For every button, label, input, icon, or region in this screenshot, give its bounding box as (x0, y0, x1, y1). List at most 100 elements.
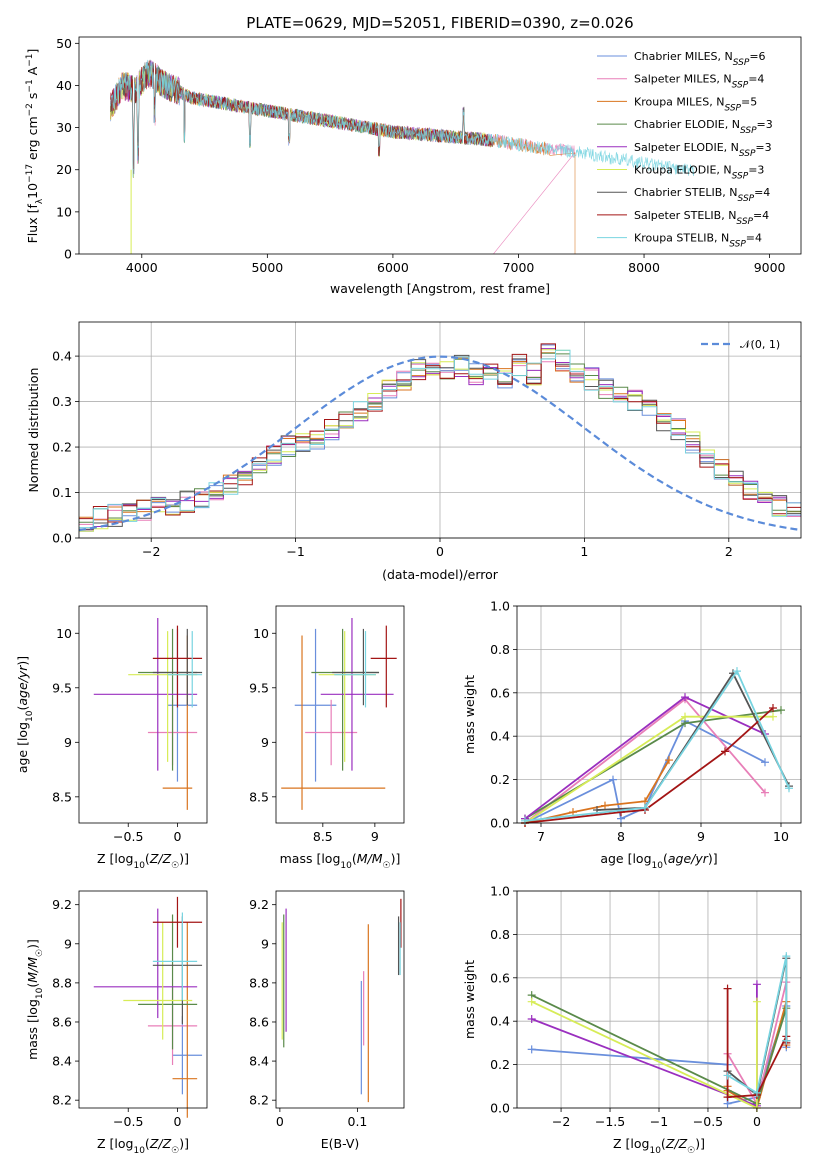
y-tick-label: 8.5 (249, 789, 269, 804)
x-tick-label: 8000 (628, 260, 660, 275)
series-marker (752, 1088, 761, 1097)
series-marker (752, 997, 761, 1006)
series-marker (782, 952, 791, 961)
x-axis-label: mass [log10(M/M☉)] (280, 851, 401, 871)
x-tick-label: 1 (580, 544, 588, 559)
series-marker (785, 784, 793, 793)
x-tick-label: 0 (436, 544, 444, 559)
x-tick-label: −2 (552, 1114, 570, 1129)
y-tick-label: 9 (261, 936, 269, 951)
y-tick-label: 8.4 (52, 1054, 72, 1069)
axes-frame (275, 605, 405, 824)
legend-entry: Kroupa STELIB, NSSP=4 (634, 232, 762, 250)
x-tick-label: 8 (617, 829, 625, 844)
x-axis-label: Z [log10(Z/Z☉)] (613, 1136, 705, 1156)
x-tick-label: −1 (650, 1114, 668, 1129)
legend-entry: Salpeter ELODIE, NSSP=3 (634, 141, 772, 159)
series-marker (769, 712, 777, 721)
x-tick-label: −1.5 (595, 1114, 625, 1129)
y-tick-label: 0.4 (52, 349, 72, 364)
series-marker (527, 1045, 536, 1054)
y-tick-label: 9 (64, 936, 72, 951)
series-marker (521, 816, 529, 825)
y-tick-label: 0.6 (490, 685, 510, 700)
plot-area-age-vs-Z (93, 617, 203, 810)
y-tick-label: 9.2 (52, 897, 72, 912)
legend-entry: Chabrier STELIB, NSSP=4 (634, 186, 770, 204)
series-marker (723, 1071, 732, 1080)
plot-area-mass-vs-Z (93, 896, 203, 1118)
x-tick-label: −2 (142, 544, 160, 559)
series-marker (681, 693, 689, 702)
y-tick-label: 8.6 (52, 1014, 72, 1029)
y-tick-label: 0.2 (490, 772, 510, 787)
series-marker (609, 775, 617, 784)
panel-mass-vs-ebv: 0 0.1 8.2 8.4 8.6 8.8 9 9.2 (249, 890, 405, 1129)
series-line (524, 709, 782, 820)
y-tick-label: 0.4 (490, 729, 510, 744)
figure-title: PLATE=0629, MJD=52051, FIBERID=0390, z=0… (246, 14, 633, 32)
panel-mass-weight-vs-Z: −2 −1.5 −1 −0.5 0 0.0 0.2 0.4 0.6 0.8 1.0 (490, 884, 802, 1129)
x-tick-label: 0 (276, 1114, 284, 1129)
plot-area-spectrum (110, 59, 695, 254)
x-axis-label: wavelength [Angstrom, rest frame] (330, 281, 550, 296)
y-tick-label: 9.5 (249, 680, 269, 695)
series-marker (723, 984, 732, 993)
y-tick-label: 1.0 (490, 884, 510, 899)
y-tick-label: 0.8 (490, 927, 510, 942)
series-line (524, 669, 790, 822)
x-tick-label: 9 (371, 829, 379, 844)
series-marker (761, 788, 769, 797)
axes-frame (78, 36, 802, 255)
x-tick-label: 10 (773, 829, 789, 844)
series-marker (769, 703, 777, 712)
y-tick-label: 0.0 (490, 816, 510, 831)
legend-entry: 𝒩(0, 1) (740, 338, 780, 351)
y-tick-label: 8.2 (52, 1093, 72, 1108)
y-tick-label: 0.0 (52, 531, 72, 546)
legend-entry: Salpeter STELIB, NSSP=4 (634, 209, 769, 227)
x-tick-label: 4000 (126, 260, 158, 275)
y-tick-label: 0.6 (490, 970, 510, 985)
y-tick-label: 30 (56, 120, 72, 135)
series-marker (527, 1015, 536, 1024)
y-tick-label: 20 (56, 162, 72, 177)
x-tick-label: 5000 (251, 260, 283, 275)
y-tick-label: 9.2 (249, 897, 269, 912)
y-tick-label: 10 (56, 626, 72, 641)
panel-age-vs-mass: 8.5 9 8.5 9 9.5 10 (249, 605, 405, 844)
y-tick-label: 10 (253, 626, 269, 641)
legend: Chabrier MILES, NSSP=6 Salpeter MILES, NS… (597, 50, 773, 250)
x-axis-label: (data-model)/error (382, 567, 499, 582)
y-axis-label: Normed distribution (26, 368, 41, 493)
plot-area-age-vs-mass (281, 617, 397, 810)
plot-area-mass-weight-vs-Z (527, 952, 791, 1112)
y-tick-label: 9 (261, 735, 269, 750)
y-axis-label: mass [log10(M/M☉)] (25, 939, 45, 1060)
y-tick-label: 8.4 (249, 1054, 269, 1069)
plot-area-residuals (79, 343, 801, 532)
x-tick-label: 9000 (754, 260, 786, 275)
x-tick-label: −0.5 (113, 1114, 143, 1129)
x-tick-label: −0.5 (113, 829, 143, 844)
y-axis-label: mass weight (462, 960, 477, 1039)
series-marker (723, 1093, 732, 1102)
x-tick-label: 7000 (503, 260, 535, 275)
histogram-step (79, 349, 801, 529)
y-tick-label: 0.2 (490, 1057, 510, 1072)
normal-curve (79, 355, 801, 532)
axes-frame (275, 890, 405, 1109)
x-tick-label: 0 (173, 829, 181, 844)
axes-frame (78, 890, 208, 1109)
x-tick-label: −0.5 (693, 1114, 723, 1129)
legend-entry: Kroupa ELODIE, NSSP=3 (634, 164, 764, 182)
x-axis-label: Z [log10(Z/Z☉)] (97, 1136, 189, 1156)
legend-entry: Salpeter MILES, NSSP=4 (634, 73, 764, 91)
series-line (531, 1000, 758, 1110)
x-tick-label: 2 (725, 544, 733, 559)
y-tick-label: 8.2 (249, 1093, 269, 1108)
plot-area-mass-weight-vs-age (521, 667, 793, 827)
series-marker (733, 667, 741, 676)
x-tick-label: 0 (753, 1114, 761, 1129)
legend-entry: Kroupa MILES, NSSP=5 (634, 95, 757, 113)
